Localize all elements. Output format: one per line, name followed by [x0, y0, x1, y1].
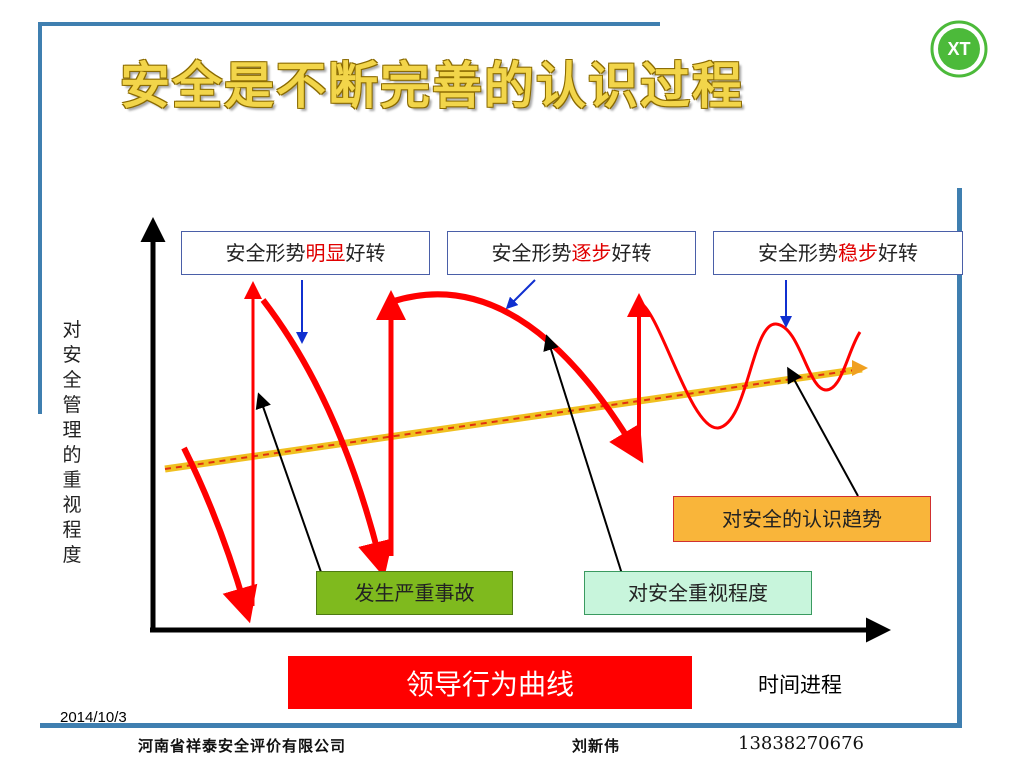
trend-arrow-head [852, 360, 868, 376]
leader-curve-segment-2 [260, 298, 394, 578]
trend-callout-arrow [787, 366, 859, 497]
slide-title: 安全是不断完善的认识过程 [120, 56, 744, 115]
frame-left-line [38, 22, 42, 414]
blue-arrow-2 [505, 279, 536, 310]
trend-callout: 对安全的认识趋势 [673, 496, 931, 542]
x-axis-label: 时间进程 [758, 673, 842, 697]
accident-callout: 发生严重事故 [316, 571, 513, 615]
footer-date: 2014/10/3 [60, 709, 127, 726]
footer-name: 刘新伟 [572, 737, 621, 755]
footer-company: 河南省祥泰安全评价有限公司 [138, 737, 347, 755]
attention-callout-arrow [543, 334, 623, 575]
leader-curve-oscillation [638, 300, 862, 430]
accident-callout-arrow [255, 392, 323, 576]
leader-curve-legend: 领导行为曲线 [288, 656, 692, 709]
frame-top-line [38, 22, 660, 26]
logo-text: XT [947, 39, 970, 59]
company-logo-wreath-icon: XT [930, 20, 988, 78]
state-label-obvious: 安全形势 明显 好转 [181, 231, 430, 275]
state-label-gradual: 安全形势 逐步 好转 [447, 231, 696, 275]
frame-right-line [957, 188, 962, 728]
attention-callout: 对安全重视程度 [584, 571, 812, 615]
state-label-steady: 安全形势 稳步 好转 [713, 231, 963, 275]
leader-curve-segment-3 [390, 291, 644, 464]
trend-line-dash [164, 368, 863, 470]
frame-bottom-line [40, 723, 962, 728]
y-axis-label: 对安全管理的重视程度 [62, 319, 82, 566]
leader-curve-segment-1 [181, 446, 258, 624]
footer-phone: 13838270676 [738, 733, 864, 754]
